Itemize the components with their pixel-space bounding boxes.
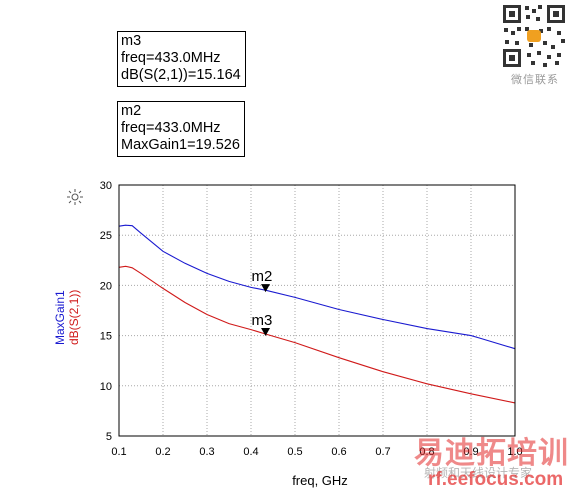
- y-axis-label-maxgain: MaxGain1: [53, 290, 67, 345]
- marker-readout-m3-freq: freq=433.0MHz: [121, 50, 221, 66]
- series-line-db-s21: [118, 265, 516, 404]
- x-tick-label: 0.3: [199, 446, 214, 458]
- series-layer: [118, 224, 516, 404]
- y-tick-label: 15: [100, 331, 112, 343]
- x-tick-label: 0.7: [375, 446, 390, 458]
- y-tick-label: 10: [100, 381, 112, 393]
- watermark-brand: 易迪拓培训: [414, 436, 569, 471]
- qr-code-image: [501, 3, 567, 69]
- x-tick-label: 0.2: [155, 446, 170, 458]
- x-tick-label: 1.0: [507, 446, 522, 458]
- marker-readout-m3-name: m3: [121, 33, 142, 49]
- y-axis-label-db-s21: dB(S(2,1)): [67, 289, 81, 345]
- x-tick-label: 0.6: [331, 446, 346, 458]
- marker-label-m3: m3: [252, 312, 273, 329]
- tick-labels: 0.1 0.2 0.3 0.4 0.5 0.6 0.7 0.8 0.9 1.0 5 10 15 20 25 3…: [100, 180, 523, 458]
- y-tick-label: 25: [100, 230, 112, 242]
- y-tick-label: 20: [100, 280, 112, 292]
- watermark-tagline: 射频和天线设计专家: [424, 466, 533, 480]
- x-tick-label: 0.9: [463, 446, 478, 458]
- marker-readout-m2-value: MaxGain1=19.526: [121, 137, 240, 153]
- plot-area-frame: [118, 184, 516, 437]
- marker-readout-m3: m3 freq=433.0MHz dB(S(2,1))=15.164: [117, 31, 246, 87]
- marker-readout-m2-freq: freq=433.0MHz: [121, 120, 221, 136]
- series-line-maxgain1: [118, 224, 516, 350]
- marker-readout-m2-name: m2: [121, 103, 142, 119]
- y-tick-label: 30: [100, 180, 112, 192]
- x-tick-label: 0.8: [419, 446, 434, 458]
- marker-readout-m3-value: dB(S(2,1))=15.164: [121, 67, 241, 83]
- marker-layer: m2 m3: [252, 268, 273, 336]
- y-tick-label: 5: [106, 431, 112, 443]
- marker-label-m2: m2: [252, 268, 273, 285]
- marker-triangle-m2[interactable]: [261, 284, 271, 293]
- watermark-url[interactable]: rf.eefocus.com: [428, 469, 564, 490]
- x-axis-label: freq, GHz: [292, 473, 348, 488]
- x-tick-label: 0.1: [111, 446, 126, 458]
- x-tick-label: 0.5: [287, 446, 302, 458]
- x-tick-label: 0.4: [243, 446, 258, 458]
- sun-icon[interactable]: [67, 189, 83, 205]
- marker-readout-m2: m2 freq=433.0MHz MaxGain1=19.526: [117, 101, 245, 157]
- marker-triangle-m3[interactable]: [261, 327, 271, 336]
- qr-caption: 微信联系: [511, 74, 559, 86]
- grid-lines: [118, 184, 516, 437]
